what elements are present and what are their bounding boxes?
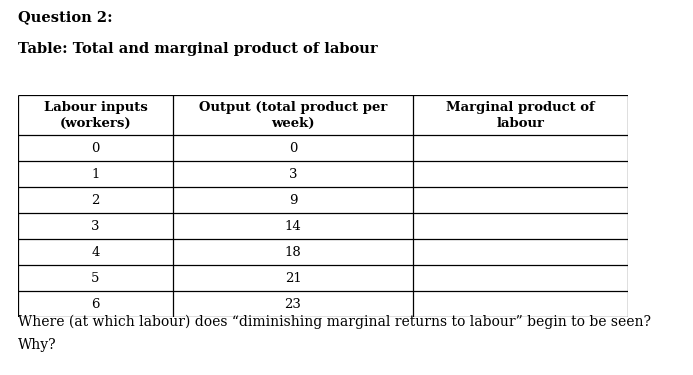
Text: 0: 0 — [91, 141, 100, 154]
Text: 14: 14 — [285, 219, 301, 232]
Text: 9: 9 — [289, 194, 297, 207]
Text: Where (at which labour) does “diminishing marginal returns to labour” begin to b: Where (at which labour) does “diminishin… — [18, 315, 651, 352]
Text: 0: 0 — [289, 141, 297, 154]
Text: Labour inputs
(workers): Labour inputs (workers) — [44, 100, 148, 129]
Text: 23: 23 — [285, 297, 301, 310]
Text: 3: 3 — [91, 219, 100, 232]
Text: Marginal product of
labour: Marginal product of labour — [446, 100, 595, 129]
Text: 5: 5 — [91, 272, 100, 285]
Text: 6: 6 — [91, 297, 100, 310]
Text: 18: 18 — [285, 246, 301, 258]
Text: 2: 2 — [91, 194, 100, 207]
Text: Question 2:: Question 2: — [18, 10, 113, 24]
Text: Output (total product per
week): Output (total product per week) — [199, 100, 387, 129]
Text: 21: 21 — [285, 272, 301, 285]
Text: Table: Total and marginal product of labour: Table: Total and marginal product of lab… — [18, 42, 378, 56]
Text: 4: 4 — [91, 246, 100, 258]
Text: 1: 1 — [91, 168, 100, 180]
Text: 3: 3 — [289, 168, 297, 180]
